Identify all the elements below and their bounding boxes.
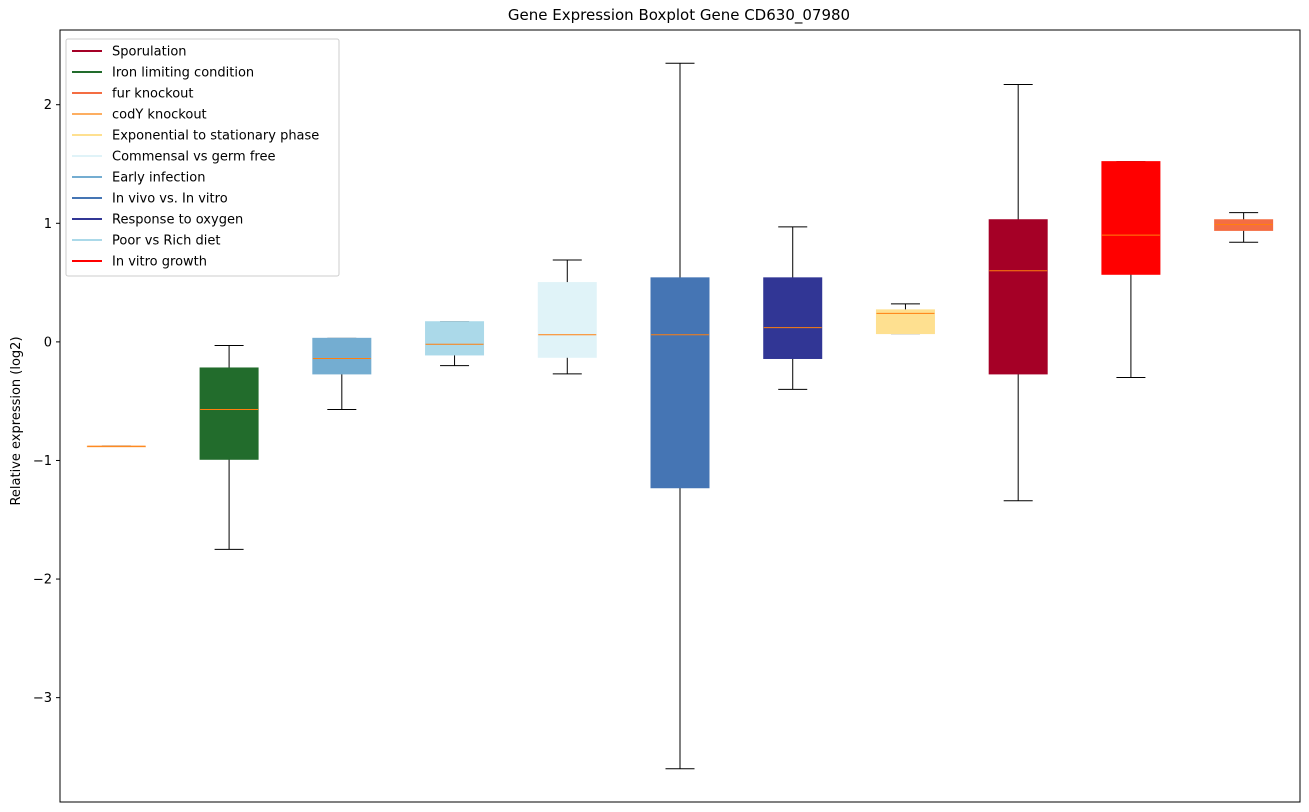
y-tick-label: 1	[44, 217, 52, 232]
box-group	[875, 303, 935, 335]
legend-label: Early infection	[112, 171, 205, 186]
box-body	[988, 219, 1048, 375]
box-group	[199, 344, 259, 550]
legend: Sporulation Iron limiting condition fur kn…	[65, 38, 340, 277]
y-axis: −3 −2 −1 0 1 2	[33, 98, 60, 706]
box-group	[312, 337, 372, 410]
y-axis-label: Relative expression (log2)	[9, 336, 24, 505]
legend-label: codY knockout	[112, 108, 207, 123]
legend-label: Response to oxygen	[112, 213, 243, 228]
legend-label: In vitro growth	[112, 255, 207, 270]
box-body	[537, 282, 597, 358]
y-tick-label: −1	[33, 454, 52, 469]
box-body	[312, 337, 372, 375]
plot-frame	[59, 29, 1301, 803]
legend-label: Poor vs Rich diet	[112, 234, 220, 249]
legend-label: Commensal vs germ free	[112, 150, 275, 165]
box-group	[650, 62, 710, 770]
box-body	[1214, 219, 1274, 231]
legend-label: In vivo vs. In vitro	[112, 192, 228, 207]
box-group	[425, 321, 485, 367]
legend-frame	[65, 38, 340, 277]
y-tick-label: 2	[44, 98, 52, 113]
box-body	[650, 277, 710, 489]
y-tick-label: −2	[33, 573, 52, 588]
legend-label: Iron limiting condition	[112, 66, 254, 81]
box-group	[763, 226, 823, 390]
chart-title: Gene Expression Boxplot Gene CD630_07980	[508, 6, 850, 25]
box-group	[988, 84, 1048, 502]
box-body	[199, 367, 259, 460]
box-group	[1101, 161, 1161, 378]
box-body	[1101, 161, 1161, 275]
box-body	[875, 309, 935, 335]
y-tick-label: 0	[44, 335, 52, 350]
box-body	[763, 277, 823, 359]
legend-label: Exponential to stationary phase	[112, 129, 319, 144]
box-body	[425, 321, 485, 356]
y-tick-label: −3	[33, 691, 52, 706]
box-group	[1214, 212, 1274, 243]
legend-label: Sporulation	[112, 45, 187, 60]
legend-label: fur knockout	[112, 87, 194, 102]
boxes-layer	[86, 62, 1274, 770]
box-group	[537, 259, 597, 375]
box-group	[86, 445, 146, 448]
